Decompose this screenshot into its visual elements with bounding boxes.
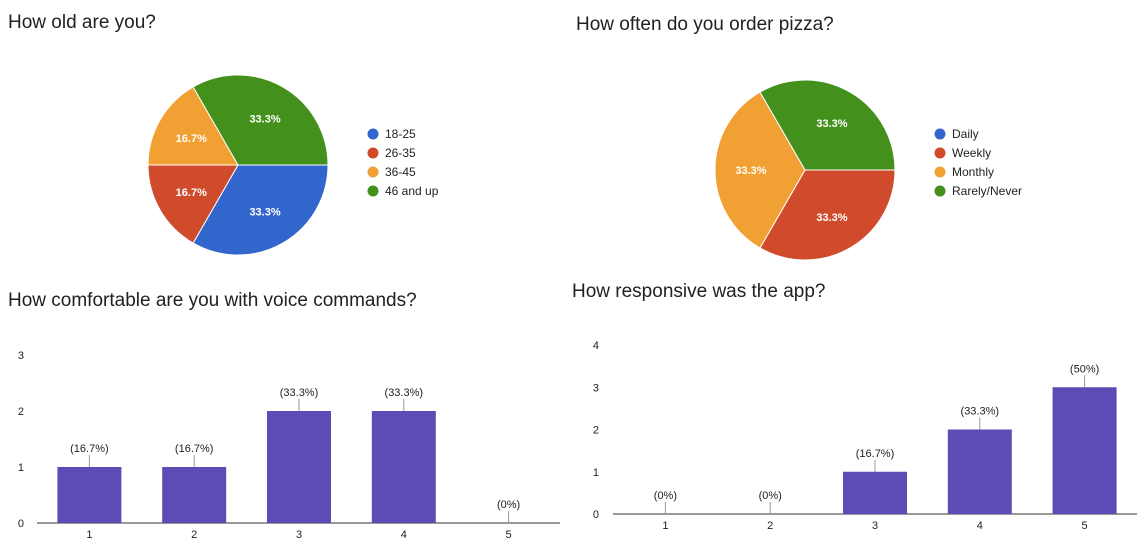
pie-slice-label-46-and-up: 33.3% [249, 113, 280, 125]
chart-title-voice-commands: How comfortable are you with voice comma… [8, 290, 417, 311]
bar-label-1: (0%) [654, 490, 677, 502]
legend-label-weekly: Weekly [952, 146, 991, 160]
legend-label-monthly: Monthly [952, 165, 994, 179]
bar-chart-app-responsiveness: 0 1 2 3 4 (0%) 1 (0%) 2 (16.7%) 3 (33.3%) 4 (50%) 5 [593, 340, 1137, 532]
y-tick-label-0: 0 [18, 518, 24, 530]
legend-marker-daily [934, 128, 946, 140]
bar-1 [57, 467, 122, 523]
bar-label-5: (0%) [497, 499, 520, 511]
legend-marker-46-and-up [367, 185, 379, 197]
bar-label-2: (16.7%) [175, 443, 214, 455]
pie-slice-label-36-45: 16.7% [176, 133, 207, 145]
bar-label-1: (16.7%) [70, 443, 109, 455]
pie-slice-monthly [714, 91, 806, 249]
pie-slice-18-25 [192, 164, 329, 256]
legend-label-rarely-never: Rarely/Never [952, 184, 1022, 198]
bar-2 [162, 467, 227, 523]
x-tick-label-5: 5 [1082, 520, 1088, 532]
legend-marker-18-25 [367, 128, 379, 140]
bar-label-3: (33.3%) [280, 387, 319, 399]
pie-slice-label-monthly: 33.3% [735, 165, 766, 177]
pie-chart-pizza-frequency: 33.3% 33.3% 33.3% Daily Weekly Monthly Rarely/… [714, 79, 1022, 261]
y-tick-label-2: 2 [18, 406, 24, 418]
legend-marker-monthly [934, 166, 946, 178]
y-tick-label-3: 3 [593, 382, 599, 394]
pie-slice-rarely-never [759, 79, 896, 171]
pie-slice-36-45 [147, 86, 239, 166]
x-tick-label-3: 3 [296, 529, 302, 541]
bar-label-2: (0%) [759, 490, 782, 502]
x-tick-label-4: 4 [401, 529, 407, 541]
bar-label-4: (33.3%) [385, 387, 424, 399]
pie-slice-label-weekly: 33.3% [816, 212, 847, 224]
bar-3 [267, 411, 331, 523]
bar-4 [371, 411, 436, 523]
legend-marker-rarely-never [934, 185, 946, 197]
legend-label-46-and-up: 46 and up [385, 184, 439, 198]
chart-title-app-responsiveness: How responsive was the app? [572, 281, 826, 302]
y-tick-label-2: 2 [593, 425, 599, 437]
bar-label-5: (50%) [1070, 363, 1099, 375]
chart-title-age: How old are you? [8, 12, 156, 33]
x-tick-label-2: 2 [767, 520, 773, 532]
bar-4 [947, 429, 1012, 514]
bar-label-4: (33.3%) [961, 406, 1000, 418]
legend-marker-26-35 [367, 147, 379, 159]
legend-label-daily: Daily [952, 127, 979, 141]
legend-marker-weekly [934, 147, 946, 159]
x-tick-label-1: 1 [86, 529, 92, 541]
chart-title-pizza-frequency: How often do you order pizza? [576, 14, 834, 35]
x-tick-label-1: 1 [662, 520, 668, 532]
pie-chart-age: 33.3% 16.7% 16.7% 33.3% 18-25 26-35 36-45 46 an… [147, 74, 439, 256]
bar-5 [1052, 387, 1117, 514]
y-tick-label-0: 0 [593, 509, 599, 521]
x-tick-label-2: 2 [191, 529, 197, 541]
bar-label-3: (16.7%) [856, 448, 895, 460]
legend-label-26-35: 26-35 [385, 146, 416, 160]
x-tick-label-5: 5 [506, 529, 512, 541]
pie-slice-label-26-35: 16.7% [176, 187, 207, 199]
x-tick-label-3: 3 [872, 520, 878, 532]
y-tick-label-3: 3 [18, 350, 24, 362]
pie-slice-label-18-25: 33.3% [249, 207, 280, 219]
bar-3 [843, 471, 907, 514]
pie-slice-46-and-up [192, 74, 329, 166]
bar-chart-voice-commands: 0 1 2 3 (16.7%) 1 (16.7%) 2 (33.3%) 3 (33.3%) 4 (0%)… [18, 350, 560, 541]
x-tick-label-4: 4 [977, 520, 983, 532]
pie-slice-weekly [759, 169, 896, 261]
legend-label-18-25: 18-25 [385, 127, 416, 141]
y-tick-label-1: 1 [593, 467, 599, 479]
legend-marker-36-45 [367, 166, 379, 178]
y-tick-label-4: 4 [593, 340, 599, 352]
legend-label-36-45: 36-45 [385, 165, 416, 179]
pie-slice-26-35 [147, 164, 239, 244]
pie-slice-label-rarely-never: 33.3% [816, 118, 847, 130]
y-tick-label-1: 1 [18, 462, 24, 474]
